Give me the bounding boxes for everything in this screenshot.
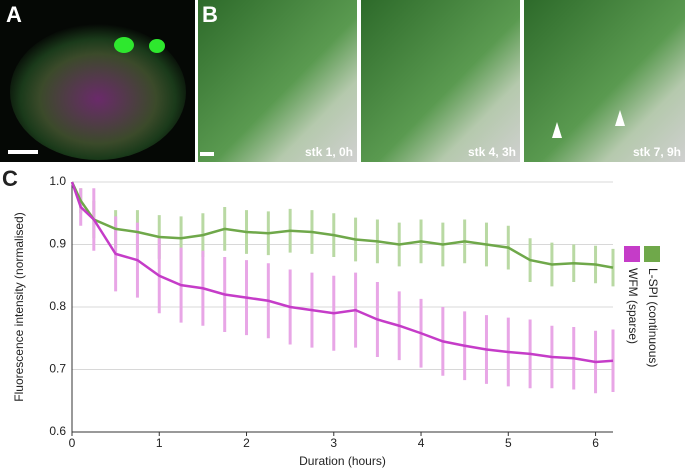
image <box>524 0 685 162</box>
legend-swatch <box>624 246 640 262</box>
legend-label: WFM (sparse) <box>626 268 640 344</box>
y-tick-label: 0.6 <box>49 424 66 438</box>
series-line <box>70 181 614 269</box>
y-tick-label: 0.9 <box>49 237 66 251</box>
y-tick-label: 0.8 <box>49 299 66 313</box>
scale-bar <box>8 150 38 154</box>
panel-label: A <box>6 2 22 27</box>
chart: 0.6 0.7 0.8 0.9 1.0 0 1 2 3 4 5 6 Duration (hours) Fl… <box>12 174 660 468</box>
x-tick-label: 0 <box>69 436 76 450</box>
frame-label: stk 1, 0h <box>305 145 353 159</box>
x-tick-label: 1 <box>156 436 163 450</box>
panel-a: A <box>0 0 195 162</box>
image <box>361 0 520 162</box>
eye <box>149 39 165 53</box>
eye <box>114 37 134 53</box>
x-tick-label: 5 <box>505 436 512 450</box>
panel-label: C <box>2 166 18 191</box>
panel-b: B stk 1, 0h stk 4, 3h stk 7, 9h <box>198 0 685 162</box>
x-tick-label: 6 <box>592 436 599 450</box>
scale-bar <box>200 152 214 156</box>
specimen <box>10 24 186 160</box>
arrowhead <box>615 110 625 126</box>
frame-label: stk 4, 3h <box>468 145 516 159</box>
y-tick-label: 1.0 <box>49 174 66 188</box>
x-tick-label: 3 <box>330 436 337 450</box>
series-line <box>70 181 614 364</box>
x-axis-label: Duration (hours) <box>299 454 386 468</box>
legend-label: L-SPI (continuous) <box>646 268 660 367</box>
arrowhead <box>552 122 562 138</box>
x-tick-label: 2 <box>243 436 250 450</box>
y-tick-label: 0.7 <box>49 362 66 376</box>
panel-label: B <box>202 2 218 27</box>
y-axis-label: Fluorescence intensity (normalised) <box>12 212 26 401</box>
x-tick-label: 4 <box>418 436 425 450</box>
frame-label: stk 7, 9h <box>633 145 681 159</box>
legend-swatch <box>644 246 660 262</box>
image <box>198 0 357 162</box>
